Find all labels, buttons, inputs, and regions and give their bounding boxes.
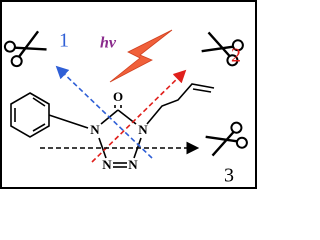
atom-label: N	[128, 157, 138, 172]
pathway-number: 3	[224, 165, 234, 187]
pathway-number: 2	[231, 45, 241, 67]
scissors	[2, 27, 50, 70]
allyl-chain	[192, 88, 212, 93]
phenyl-ring	[10, 92, 89, 138]
atom-label: N	[138, 122, 148, 137]
frame	[0, 0, 257, 189]
scissors	[203, 120, 250, 160]
pathway-number: 1	[59, 30, 69, 52]
atom-label: N	[90, 122, 100, 137]
pathway-arrow	[91, 69, 187, 163]
lightning-bolt	[109, 29, 173, 83]
light-label: hν	[100, 35, 117, 52]
pathway-arrow	[55, 65, 153, 159]
scheme: hν O N N N N 1 2 3	[0, 0, 257, 189]
atom-label: N	[102, 157, 112, 172]
allyl-chain	[146, 83, 215, 125]
atom-label: O	[113, 89, 123, 104]
